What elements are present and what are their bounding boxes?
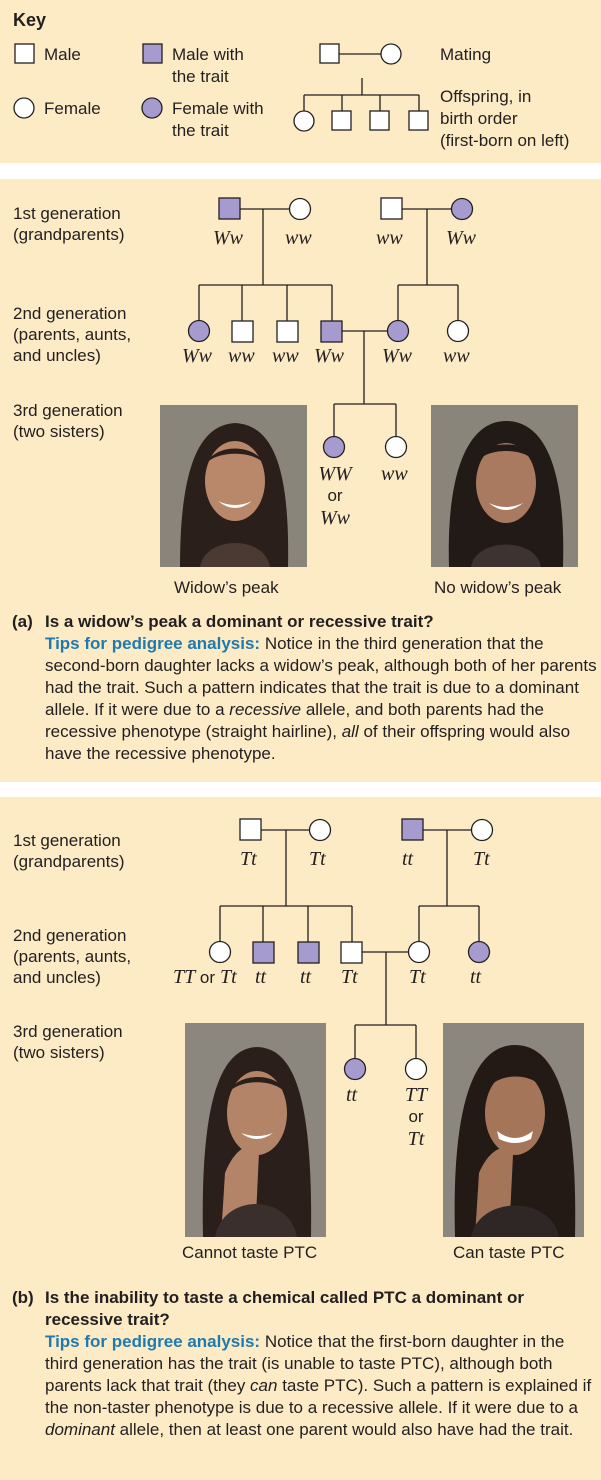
- a-g3-1: [322, 435, 346, 459]
- a-g1-male-1: [218, 197, 241, 220]
- male-trait-square-icon: [142, 43, 163, 64]
- b-g1-geno-2: Tt: [309, 848, 326, 870]
- question-b-body: Tips for pedigree analysis: Notice that …: [45, 1332, 592, 1439]
- caption-can-taste: Can taste PTC: [453, 1243, 565, 1262]
- b-g1-geno-3: tt: [402, 848, 414, 870]
- gen2-label: 2nd generation (parents, aunts, and uncles…: [13, 304, 132, 365]
- pedigree-a: [187, 197, 474, 459]
- photo-can-taste: [443, 1023, 584, 1237]
- question-a: (a) Is a widow’s peak a dominant or rece…: [12, 611, 597, 765]
- a-g1-geno-1: Ww: [213, 227, 243, 249]
- b-g2-1: [208, 940, 232, 964]
- gen3-label: 3rd generation (two sisters): [13, 401, 123, 441]
- a-g2-4: [320, 320, 343, 343]
- a-g2-5: [386, 319, 410, 343]
- question-a-body: Tips for pedigree analysis: Notice in th…: [45, 634, 597, 763]
- male-square-icon: [14, 43, 35, 64]
- b-g1-female-2: [470, 818, 494, 842]
- key-female-label: Female: [44, 99, 101, 118]
- a-g2-geno-4: Ww: [314, 345, 344, 367]
- b-g2-geno-5: Tt: [409, 966, 426, 988]
- gen2-label: 2nd generation (parents, aunts, and uncles…: [13, 926, 132, 987]
- panel-b-ptc-tasting: 1st generation (grandparents) 2nd generat…: [0, 797, 601, 1480]
- question-a-title: Is a widow’s peak a dominant or recessiv…: [45, 612, 434, 631]
- key-female-trait-label-1: Female with: [172, 99, 264, 118]
- key-male-trait-label-2: the trait: [172, 67, 229, 86]
- b-g2-geno-6: tt: [470, 966, 482, 988]
- a-g3-geno-1: WW or Ww: [318, 463, 352, 529]
- b-g2-geno-4: Tt: [341, 966, 358, 988]
- key-symbols: [13, 43, 429, 132]
- b-g2-2: [252, 941, 275, 964]
- b-g2-5: [407, 940, 431, 964]
- b-g1-geno-1: Tt: [240, 848, 257, 870]
- a-g2-geno-3: ww: [272, 345, 299, 367]
- photo-widows-peak: [160, 405, 307, 567]
- a-g2-2: [231, 320, 254, 343]
- female-trait-circle-icon: [141, 97, 163, 119]
- gen3-label: 3rd generation (two sisters): [13, 1022, 123, 1062]
- panel-a-widows-peak: 1st generation (grandparents) 2nd generat…: [0, 179, 601, 782]
- a-g1-male-2: [380, 197, 403, 220]
- female-circle-icon: [13, 97, 35, 119]
- b-g1-male-1: [239, 818, 262, 841]
- photo-no-widows-peak: [431, 405, 578, 567]
- b-g3-geno-1: tt: [346, 1084, 358, 1106]
- photo-cannot-taste: [185, 1023, 326, 1237]
- question-b: (b) Is the inability to taste a chemical…: [12, 1287, 597, 1441]
- key-male-label: Male: [44, 45, 81, 64]
- key-male-trait-label-1: Male with: [172, 45, 244, 64]
- caption-widows-peak: Widow’s peak: [174, 578, 279, 597]
- key-offspring-label-3: (first-born on left): [440, 131, 570, 150]
- b-g3-geno-2: TT or Tt: [404, 1084, 428, 1150]
- a-g1-geno-4: Ww: [446, 227, 476, 249]
- b-g2-3: [297, 941, 320, 964]
- b-g2-geno-1: TT or Tt: [173, 966, 237, 988]
- a-g2-6: [446, 319, 470, 343]
- caption-no-widows-peak: No widow’s peak: [434, 578, 562, 597]
- a-g2-geno-1: Ww: [182, 345, 212, 367]
- b-g2-6: [467, 940, 491, 964]
- a-g2-1: [187, 319, 211, 343]
- question-a-label: (a): [12, 612, 33, 631]
- b-g3-2: [404, 1057, 428, 1081]
- a-g1-female-1: [288, 197, 312, 221]
- key-panel: Key Male Male with the tr: [0, 0, 601, 163]
- b-g3-1: [343, 1057, 367, 1081]
- b-g1-male-2: [401, 818, 424, 841]
- b-g2-geno-2: tt: [255, 966, 267, 988]
- gen1-label: 1st generation (grandparents): [13, 831, 125, 871]
- mating-symbol: [319, 43, 402, 65]
- a-g1-geno-3: ww: [376, 227, 403, 249]
- b-g1-geno-4: Tt: [473, 848, 490, 870]
- b-g1-female-1: [308, 818, 332, 842]
- b-g2-4: [340, 941, 363, 964]
- key-title: Key: [13, 10, 47, 30]
- key-offspring-label-2: birth order: [440, 109, 518, 128]
- pedigree-b: [208, 818, 494, 1081]
- a-g1-geno-2: ww: [285, 227, 312, 249]
- a-g3-2: [384, 435, 408, 459]
- key-offspring-label-1: Offspring, in: [440, 87, 532, 106]
- caption-cannot-taste: Cannot taste PTC: [182, 1243, 318, 1262]
- a-g2-geno-2: ww: [228, 345, 255, 367]
- key-mating-label: Mating: [440, 45, 492, 64]
- question-b-label: (b): [12, 1288, 34, 1307]
- a-g3-geno-2: ww: [381, 463, 408, 485]
- a-g2-geno-5: Ww: [382, 345, 412, 367]
- gen1-label: 1st generation (grandparents): [13, 204, 125, 244]
- a-g2-3: [276, 320, 299, 343]
- key-female-trait-label-2: the trait: [172, 121, 229, 140]
- offspring-symbol: [293, 78, 429, 132]
- b-g2-geno-3: tt: [300, 966, 312, 988]
- a-g1-female-2: [450, 197, 474, 221]
- a-g2-geno-6: ww: [443, 345, 470, 367]
- question-b-title: Is the inability to taste a chemical cal…: [45, 1288, 524, 1329]
